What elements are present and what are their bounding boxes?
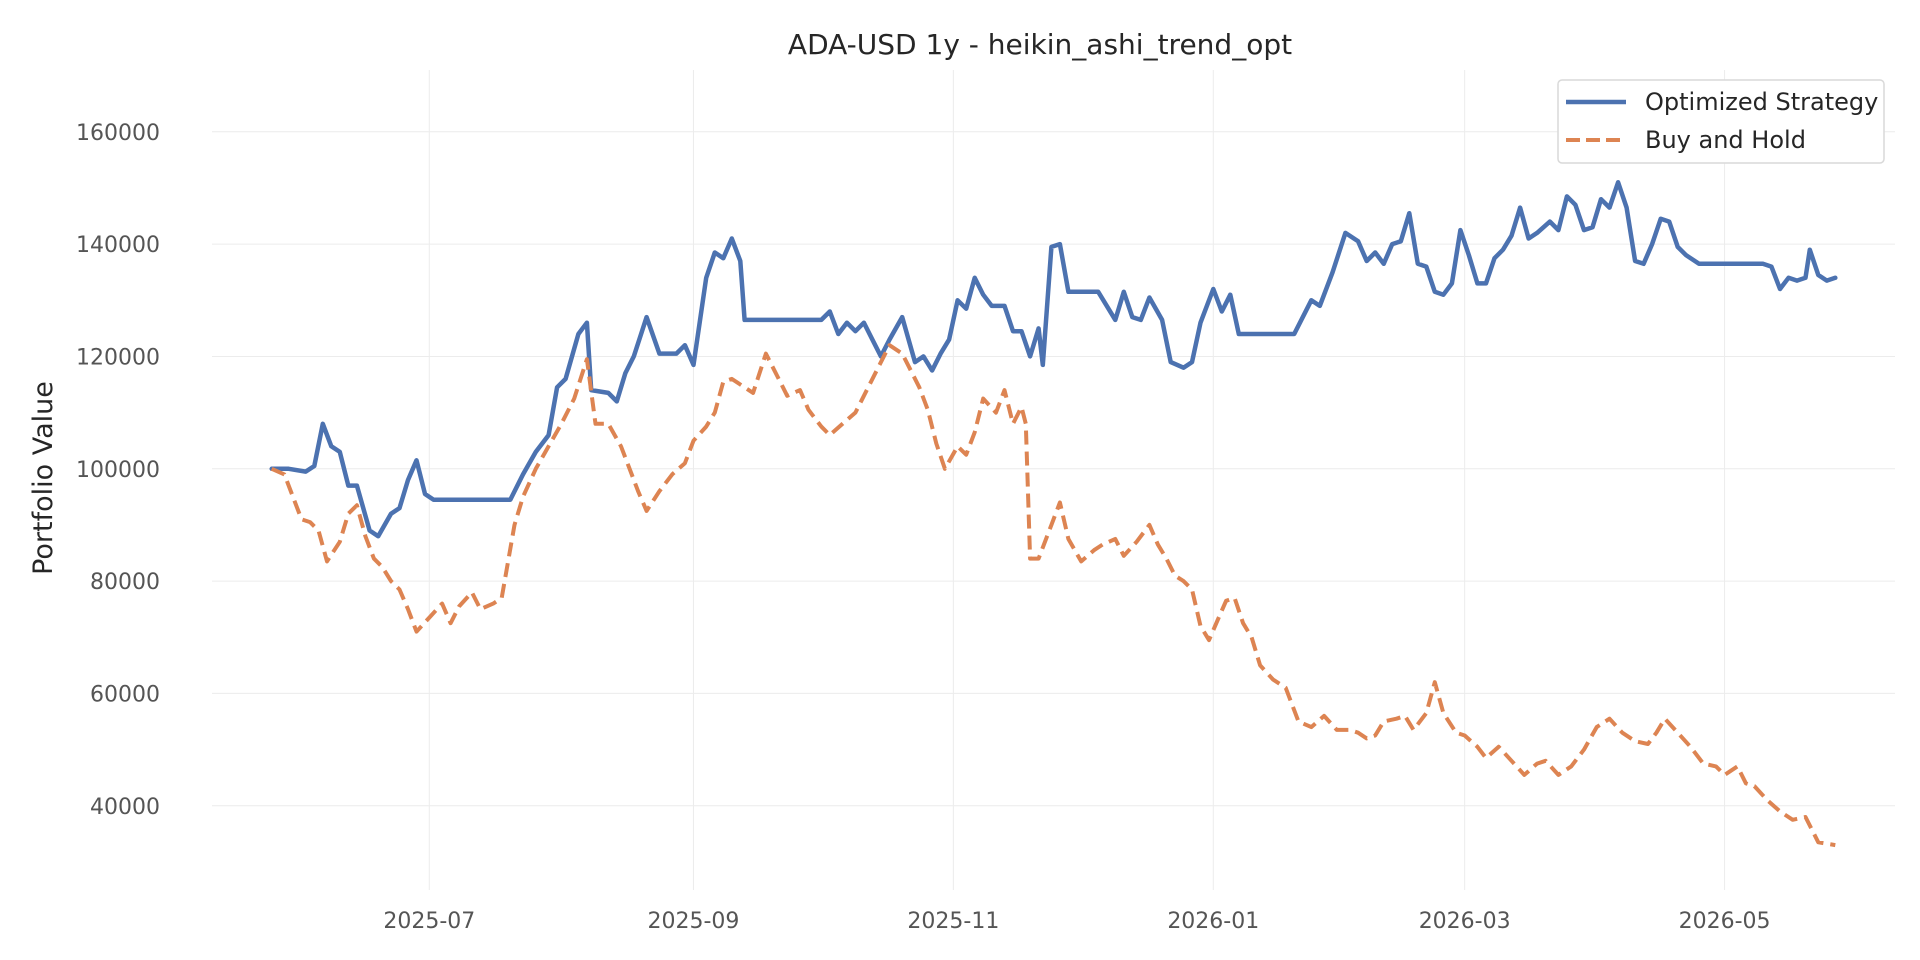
y-tick-label: 140000 [76,233,160,258]
x-tick-label: 2026-05 [1679,909,1771,934]
y-tick-label: 80000 [90,570,160,595]
legend: Optimized Strategy Buy and Hold [1557,79,1885,164]
series-lines [269,180,1838,848]
grid [212,70,1895,890]
y-axis-label: Portfolio Value [28,381,59,575]
series-line-optimized-strategy [269,180,1838,539]
x-tick-label: 2025-11 [907,909,999,934]
x-tick-label: 2026-03 [1419,909,1511,934]
y-axis-ticks: 40000 60000 80000 100000 120000 140000 160000 [76,121,160,820]
chart-title: ADA-USD 1y - heikin_ashi_trend_opt [788,28,1292,61]
series-line-buy-and-hold [270,343,1836,848]
x-axis-ticks: 2025-07 2025-09 2025-11 2026-01 2026-03 2026-… [383,909,1770,934]
x-tick-label: 2025-09 [648,909,740,934]
y-tick-label: 160000 [76,121,160,146]
y-tick-label: 60000 [90,682,160,707]
y-tick-label: 120000 [76,345,160,370]
y-tick-label: 100000 [76,458,160,483]
x-tick-label: 2025-07 [383,909,475,934]
legend-label-optimized-strategy: Optimized Strategy [1645,88,1878,116]
legend-box [1557,79,1885,164]
legend-label-buy-and-hold: Buy and Hold [1645,126,1806,154]
y-tick-label: 40000 [90,795,160,820]
x-tick-label: 2026-01 [1167,909,1259,934]
